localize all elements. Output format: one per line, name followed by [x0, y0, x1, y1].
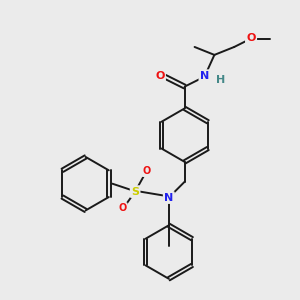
Text: O: O	[155, 71, 165, 81]
Text: S: S	[131, 187, 139, 196]
Text: N: N	[164, 193, 173, 202]
Text: N: N	[200, 71, 209, 81]
Text: O: O	[143, 166, 151, 176]
Text: O: O	[246, 33, 256, 43]
Text: O: O	[118, 203, 126, 214]
Text: H: H	[216, 75, 225, 85]
